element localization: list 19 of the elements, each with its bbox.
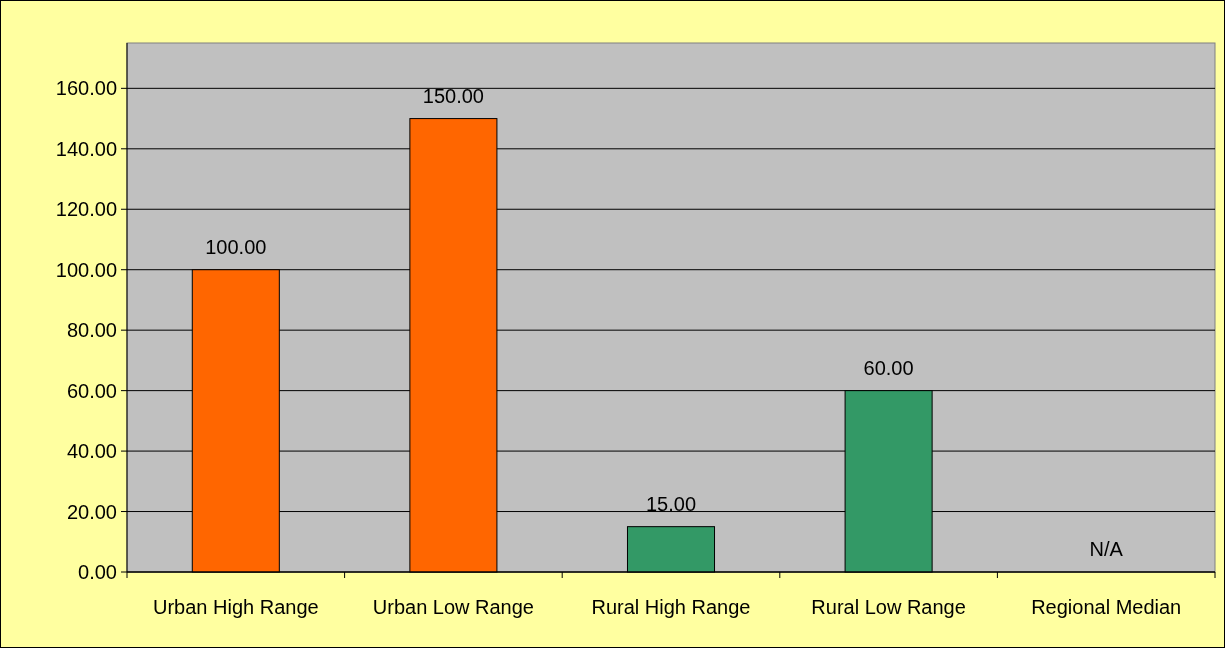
y-tick-label: 100.00 <box>55 258 117 281</box>
y-tick-label: 160.00 <box>55 77 117 100</box>
data-label: 60.00 <box>863 356 914 379</box>
data-label: 15.00 <box>645 492 697 515</box>
x-tick-label: Urban Low Range <box>372 596 535 618</box>
y-tick-label: 20.00 <box>66 500 117 523</box>
x-tick-label: Regional Median <box>1031 596 1182 618</box>
data-label: 100.00 <box>205 235 267 258</box>
x-tick-label: Rural Low Range <box>811 596 966 618</box>
y-tick-label: 80.00 <box>66 319 117 342</box>
data-label: 150.00 <box>422 84 484 107</box>
y-tick-label: 140.00 <box>55 137 117 160</box>
text: N/A <box>1089 538 1123 560</box>
y-tick-label: 40.00 <box>66 440 117 463</box>
x-tick-label: Urban High Range <box>152 596 319 618</box>
y-tick-label: 120.00 <box>55 198 117 221</box>
y-tick-label: 60.00 <box>66 379 117 402</box>
y-tick-label: 0.00 <box>78 561 117 583</box>
x-tick-label: Rural High Range <box>591 596 751 618</box>
